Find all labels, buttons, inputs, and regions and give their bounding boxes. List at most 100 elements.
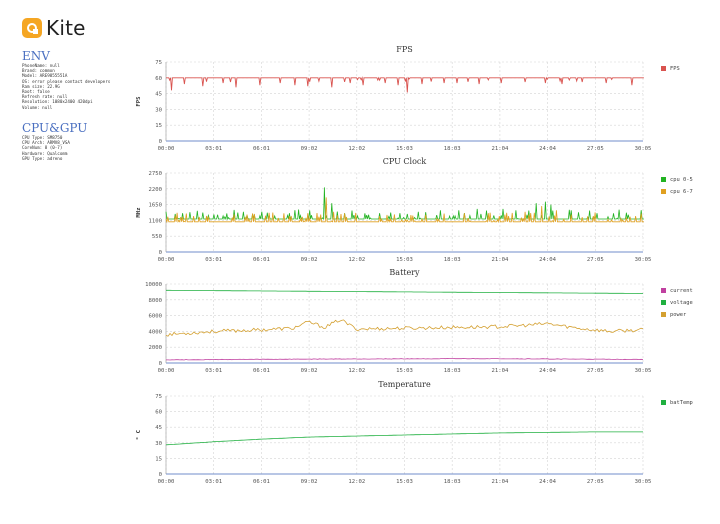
chart-title: Battery (389, 268, 420, 277)
cpugpu-line: GPU Type: adreno (22, 155, 63, 161)
x-tick-label: 15:03 (396, 146, 413, 152)
y-axis-label: MHz (136, 207, 142, 217)
y-tick-label: 0 (159, 472, 162, 478)
series-line-current (166, 358, 644, 361)
legend-swatch (661, 66, 666, 71)
legend-label: cpu 6-7 (670, 189, 693, 195)
x-tick-label: 15:03 (396, 257, 413, 263)
y-tick-label: 550 (152, 234, 162, 240)
env-line: Ram size: 22.9G (22, 83, 60, 89)
x-tick-label: 24:04 (539, 368, 556, 374)
y-tick-label: 15 (155, 123, 162, 129)
series-line-cpu-0-5 (165, 187, 644, 221)
x-tick-label: 06:01 (253, 146, 270, 152)
chart-3: Temperature 0 15 30 45 60 75 00:00 03:01 06:01 09:… (136, 380, 693, 485)
x-tick-label: 24:04 (539, 257, 556, 263)
x-tick-label: 24:04 (539, 146, 556, 152)
legend-swatch (661, 288, 666, 293)
y-tick-label: 8000 (149, 298, 162, 304)
x-tick-label: 27:05 (587, 479, 604, 485)
legend-swatch (661, 300, 666, 305)
y-tick-label: 10000 (145, 282, 162, 288)
y-tick-label: 45 (155, 92, 162, 98)
x-tick-label: 03:01 (205, 368, 222, 374)
chart-0: FPS 0 15 30 45 60 75 00:00 03:01 06:01 09:02 12:02 1… (136, 45, 680, 152)
legend-label: current (670, 288, 693, 294)
x-tick-label: 00:00 (158, 368, 175, 374)
x-tick-label: 27:05 (587, 146, 604, 152)
chart-1: CPU Clock 0 550 1100 1650 2200 2750 00:00 03:01 0… (136, 157, 693, 263)
x-tick-label: 15:03 (396, 479, 413, 485)
y-tick-label: 60 (155, 410, 162, 416)
x-tick-label: 18:03 (444, 257, 461, 263)
x-tick-label: 18:03 (444, 146, 461, 152)
kite-logo-icon (22, 18, 42, 38)
x-tick-label: 21:04 (491, 479, 508, 485)
y-tick-label: 2200 (149, 187, 162, 193)
x-tick-label: 09:02 (301, 368, 318, 374)
cpugpu-title: CPU&GPU (22, 121, 88, 135)
series-line-batTemp (165, 431, 643, 446)
env-line: PhoneName: null (22, 63, 60, 68)
x-tick-label: 09:02 (301, 257, 318, 263)
x-tick-label: 21:04 (491, 257, 508, 263)
cpugpu-line: CoreNum: 8 (0-7) (22, 145, 63, 151)
x-tick-label: 30:05 (635, 479, 652, 485)
y-tick-label: 0 (159, 361, 162, 367)
y-tick-label: 6000 (149, 314, 162, 320)
y-tick-label: 30 (155, 441, 162, 447)
y-tick-label: 45 (155, 425, 162, 431)
x-tick-label: 03:01 (205, 146, 222, 152)
legend-label: FPS (670, 66, 680, 72)
cpugpu-line: CPU Type: SM8750 (22, 135, 63, 140)
env-line: Root: false (22, 89, 50, 95)
y-axis-label: ° C (136, 430, 142, 440)
y-tick-label: 4000 (149, 329, 162, 335)
x-tick-label: 06:01 (253, 479, 270, 485)
cpugpu-line: Hardware: Qualcomm (22, 150, 68, 156)
series-line-voltage (166, 289, 643, 294)
x-tick-label: 30:05 (635, 257, 652, 263)
y-tick-label: 0 (159, 250, 162, 256)
app-name: Kite (46, 16, 86, 40)
legend-label: cpu 0-5 (670, 177, 693, 183)
env-line: Resolution: 1080x2400 420dpi (22, 99, 93, 105)
legend-swatch (661, 189, 666, 194)
y-tick-label: 2000 (149, 345, 162, 351)
env-line: Brand: common (22, 68, 55, 74)
y-tick-label: 60 (155, 76, 162, 82)
x-tick-label: 27:05 (587, 368, 604, 374)
y-tick-label: 0 (159, 139, 162, 145)
x-tick-label: 12:02 (348, 257, 365, 263)
legend-label: power (670, 312, 687, 318)
env-line: Model: ARE9855551A (22, 73, 68, 79)
legend-swatch (661, 400, 666, 405)
legend-label: batTemp (670, 400, 693, 406)
y-tick-label: 30 (155, 107, 162, 113)
x-tick-label: 09:02 (301, 479, 318, 485)
x-tick-label: 12:02 (348, 479, 365, 485)
y-tick-label: 1100 (149, 218, 162, 224)
x-tick-label: 24:04 (539, 479, 556, 485)
x-tick-label: 09:02 (301, 146, 318, 152)
y-tick-label: 1650 (149, 203, 162, 209)
chart-2: Battery 0 2000 4000 6000 8000 10000 00:00 03:01 0… (145, 268, 693, 374)
series-line-FPS (166, 76, 644, 93)
x-tick-label: 00:00 (158, 146, 175, 152)
env-panel: ENV PhoneName: null Brand: common Model: A… (22, 50, 140, 110)
x-tick-label: 18:03 (444, 479, 461, 485)
x-tick-label: 03:01 (205, 257, 222, 263)
legend-swatch (661, 312, 666, 317)
y-tick-label: 2750 (149, 171, 162, 177)
y-axis-label: FPS (136, 96, 142, 107)
x-tick-label: 15:03 (396, 368, 413, 374)
chart-title: Temperature (378, 380, 431, 389)
y-tick-label: 15 (155, 456, 162, 462)
y-tick-label: 75 (155, 394, 162, 400)
x-tick-label: 12:02 (348, 146, 365, 152)
x-tick-label: 00:00 (158, 479, 175, 485)
series-line-cpu-6-7 (165, 197, 644, 224)
env-line: Refresh rate: null (22, 94, 68, 100)
series-line-power (165, 319, 644, 337)
